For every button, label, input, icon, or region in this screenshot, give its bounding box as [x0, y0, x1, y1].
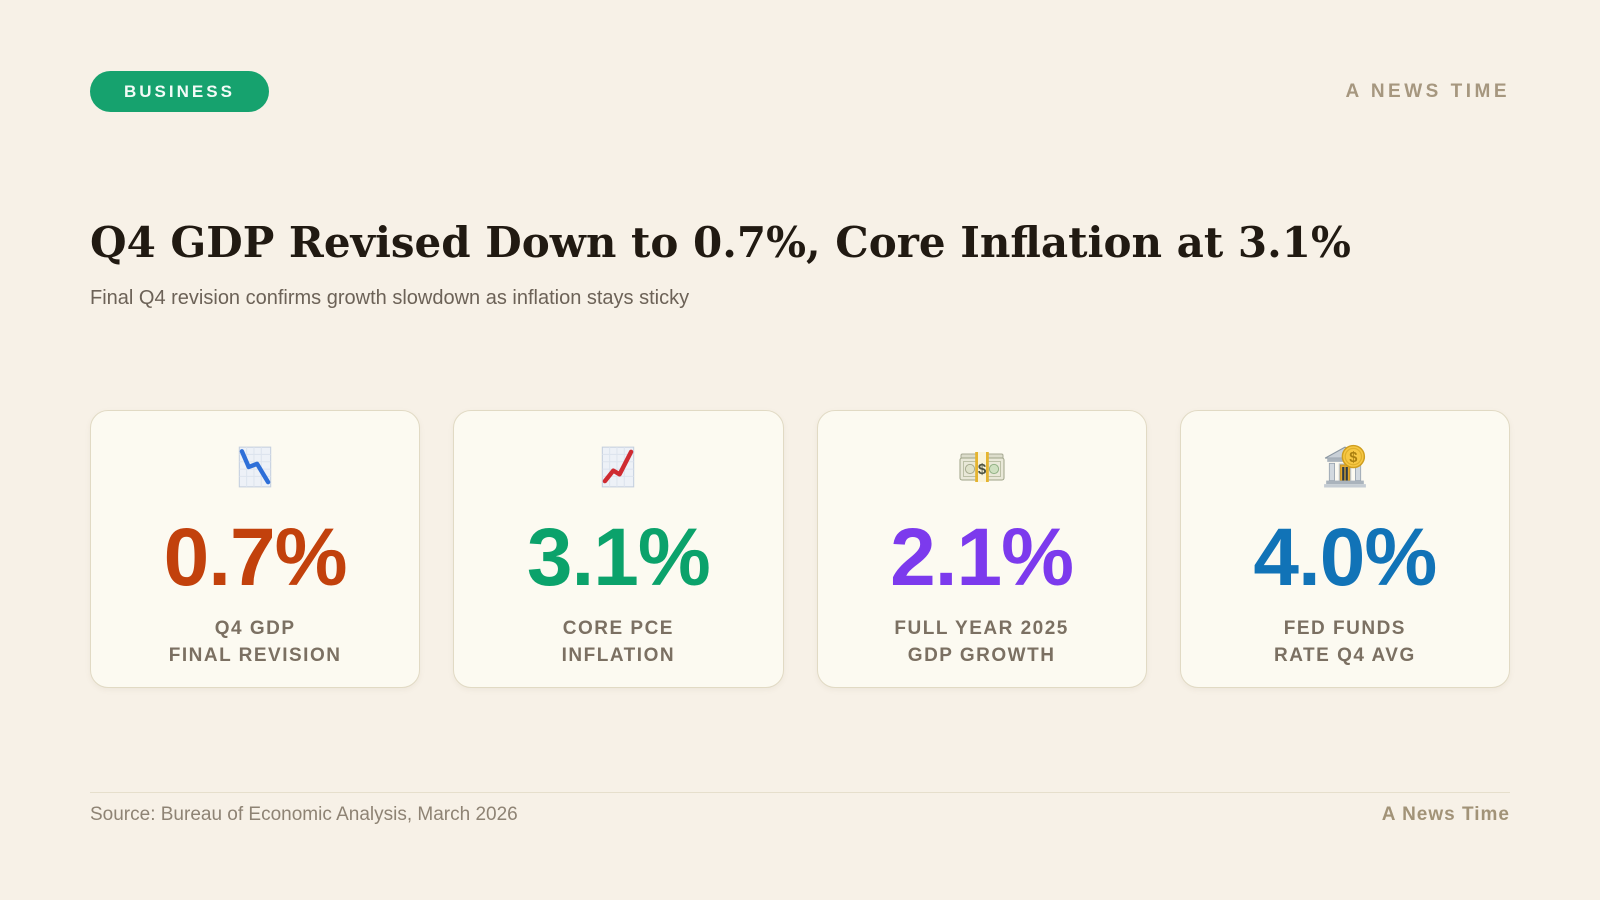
brand-bottom-label: A News Time — [1381, 804, 1510, 825]
footer: Source: Bureau of Economic Analysis, Mar… — [90, 804, 1510, 826]
bank-icon: $ — [1322, 443, 1368, 491]
stat-label-line-1: FULL YEAR 2025 — [894, 618, 1069, 639]
category-badge: BUSINESS — [90, 71, 269, 112]
stat-value: 0.7% — [163, 512, 348, 603]
stat-card-core-pce: 3.1% CORE PCE INFLATION — [453, 410, 784, 688]
top-bar: BUSINESS A NEWS TIME — [90, 71, 1510, 112]
stat-label-line-1: FED FUNDS — [1283, 618, 1406, 639]
chart-increasing-icon — [595, 443, 641, 491]
source-attribution: Source: Bureau of Economic Analysis, Mar… — [90, 804, 518, 825]
stat-label-line-1: Q4 GDP — [214, 618, 296, 639]
stat-cards-row: 0.7% Q4 GDP FINAL REVISION 3.1% CORE PCE… — [90, 410, 1510, 688]
stat-label-line-1: CORE PCE — [562, 618, 674, 639]
stat-label-line-2: INFLATION — [561, 645, 676, 666]
stat-card-fed-funds: $ 4.0% FED FUNDS RATE Q4 AVG — [1179, 410, 1510, 688]
stat-label-line-2: RATE Q4 AVG — [1273, 645, 1416, 666]
stat-value: 3.1% — [526, 512, 711, 603]
svg-text:$: $ — [977, 461, 986, 478]
stat-label: FED FUNDS RATE Q4 AVG — [1274, 615, 1416, 669]
stat-label-line-2: FINAL REVISION — [168, 645, 342, 666]
stat-label: Q4 GDP FINAL REVISION — [169, 615, 342, 669]
footer-divider — [90, 792, 1510, 793]
brand-top-label: A NEWS TIME — [1345, 80, 1510, 102]
stat-label: FULL YEAR 2025 GDP GROWTH — [894, 615, 1068, 669]
chart-decreasing-icon — [232, 443, 278, 491]
stat-label: CORE PCE INFLATION — [562, 615, 675, 669]
stat-value: 2.1% — [890, 512, 1074, 603]
stat-card-q4-gdp: 0.7% Q4 GDP FINAL REVISION — [90, 410, 421, 688]
stat-value: 4.0% — [1253, 512, 1437, 603]
stat-card-gdp-growth: $ 2.1% FULL YEAR 2025 GDP GROWTH — [816, 410, 1147, 688]
dollar-banknote-icon: $ — [956, 443, 1008, 491]
stat-label-line-2: GDP GROWTH — [907, 645, 1056, 666]
headline: Q4 GDP Revised Down to 0.7%, Core Inflat… — [90, 218, 1351, 267]
subheadline: Final Q4 revision confirms growth slowdo… — [90, 287, 690, 309]
svg-text:$: $ — [1349, 450, 1357, 466]
